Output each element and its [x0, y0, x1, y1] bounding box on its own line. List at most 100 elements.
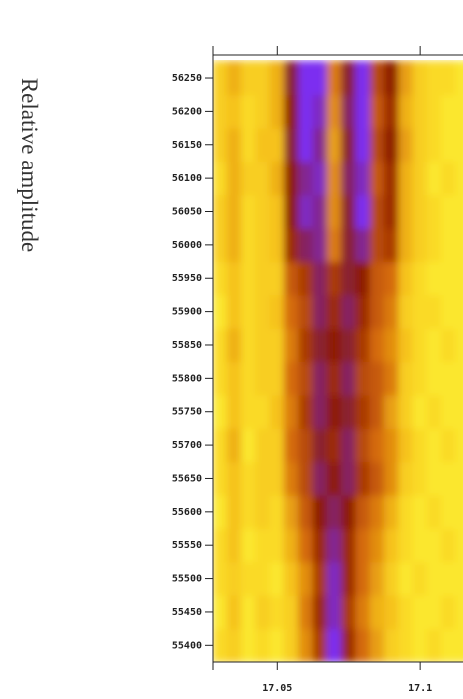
heatmap-cell [213, 528, 228, 563]
heatmap-cell [283, 127, 300, 162]
heatmap-cell [426, 528, 443, 563]
heatmap-cell [241, 461, 257, 496]
heatmap-cell [369, 160, 385, 196]
heatmap-cell [298, 361, 314, 396]
heatmap-cell [426, 127, 443, 162]
heatmap-cell [355, 160, 371, 196]
heatmap-cell [455, 494, 463, 530]
heatmap-cell [326, 628, 343, 662]
heatmap-cell [326, 394, 343, 429]
heatmap-cell [283, 227, 300, 263]
heatmap-cell [383, 427, 400, 463]
heatmap-cell [355, 427, 371, 463]
heatmap-cell [312, 160, 328, 196]
heatmap-cell [241, 561, 257, 596]
heatmap-cell [441, 227, 457, 263]
heatmap-cell [255, 94, 271, 129]
heatmap-cell [341, 194, 357, 229]
y-tick-label: 55750 [172, 407, 202, 418]
heatmap-cell [426, 361, 443, 396]
heatmap-cell [441, 60, 457, 96]
heatmap-cell [398, 461, 414, 496]
heatmap-cell [441, 94, 457, 129]
heatmap-cell [241, 427, 257, 463]
heatmap-cell [226, 94, 243, 129]
heatmap-cell [283, 494, 300, 530]
heatmap-cell [412, 394, 428, 429]
heatmap-cell [455, 227, 463, 263]
heatmap-cell [226, 227, 243, 263]
heatmap-cell [426, 160, 443, 196]
heatmap-cell [398, 594, 414, 630]
heatmap-cell [383, 594, 400, 630]
heatmap-cell [269, 127, 285, 162]
y-tick-label: 55800 [172, 373, 202, 384]
heatmap-cell [226, 394, 243, 429]
y-tick-label: 56000 [172, 240, 202, 251]
heatmap-cell [426, 194, 443, 229]
heatmap-cell [213, 261, 228, 296]
heatmap-cell [412, 60, 428, 96]
heatmap-cell [455, 261, 463, 296]
heatmap-cell [369, 127, 385, 162]
heatmap-cell [326, 127, 343, 162]
heatmap-cell [398, 494, 414, 530]
heatmap-cell [241, 494, 257, 530]
heatmap-cell [426, 561, 443, 596]
y-tick-label: 55550 [172, 540, 202, 551]
heatmap-cell [398, 127, 414, 162]
heatmap-cell [269, 628, 285, 662]
heatmap-cell [298, 294, 314, 329]
heatmap-cell [355, 394, 371, 429]
heatmap-cell [426, 261, 443, 296]
heatmap-cell [383, 261, 400, 296]
heatmap-cell [269, 494, 285, 530]
heatmap-cell [441, 528, 457, 563]
heatmap-cell [426, 227, 443, 263]
heatmap-cell [283, 160, 300, 196]
heatmap-cell [426, 494, 443, 530]
heatmap-cell [298, 94, 314, 129]
heatmap-cell [441, 361, 457, 396]
heatmap-cell [369, 628, 385, 662]
heatmap-cell [355, 361, 371, 396]
heatmap-cell [269, 227, 285, 263]
heatmap-cell [441, 327, 457, 363]
heatmap-cell [341, 494, 357, 530]
heatmap-cell [426, 94, 443, 129]
heatmap-cell [283, 394, 300, 429]
heatmap-cell [326, 361, 343, 396]
heatmap-cell [398, 628, 414, 662]
y-tick-label: 56150 [172, 140, 202, 151]
heatmap-cell [269, 261, 285, 296]
heatmap-cell [426, 427, 443, 463]
heatmap-cell [426, 327, 443, 363]
heatmap-cell [441, 194, 457, 229]
heatmap-cell [383, 160, 400, 196]
heatmap-cell [398, 327, 414, 363]
heatmap-cell [369, 494, 385, 530]
heatmap-cell [355, 194, 371, 229]
heatmap-cell [213, 160, 228, 196]
heatmap-cell [283, 461, 300, 496]
heatmap-cell [255, 628, 271, 662]
heatmap-cell [426, 294, 443, 329]
y-tick-label: 55700 [172, 440, 202, 451]
heatmap-cell [255, 528, 271, 563]
heatmap-cell [398, 294, 414, 329]
heatmap-cell [455, 394, 463, 429]
heatmap-cell [383, 227, 400, 263]
heatmap-cell [226, 494, 243, 530]
heatmap-cell [355, 60, 371, 96]
heatmap-cell [412, 628, 428, 662]
heatmap-cell [241, 94, 257, 129]
heatmap-cell [341, 261, 357, 296]
heatmap-cell [283, 427, 300, 463]
heatmap-cell [326, 528, 343, 563]
heatmap-cell [398, 261, 414, 296]
heatmap-cell [398, 227, 414, 263]
heatmap-cell [441, 294, 457, 329]
heatmap-cell [412, 94, 428, 129]
heatmap-cell [383, 327, 400, 363]
heatmap-cell [312, 561, 328, 596]
